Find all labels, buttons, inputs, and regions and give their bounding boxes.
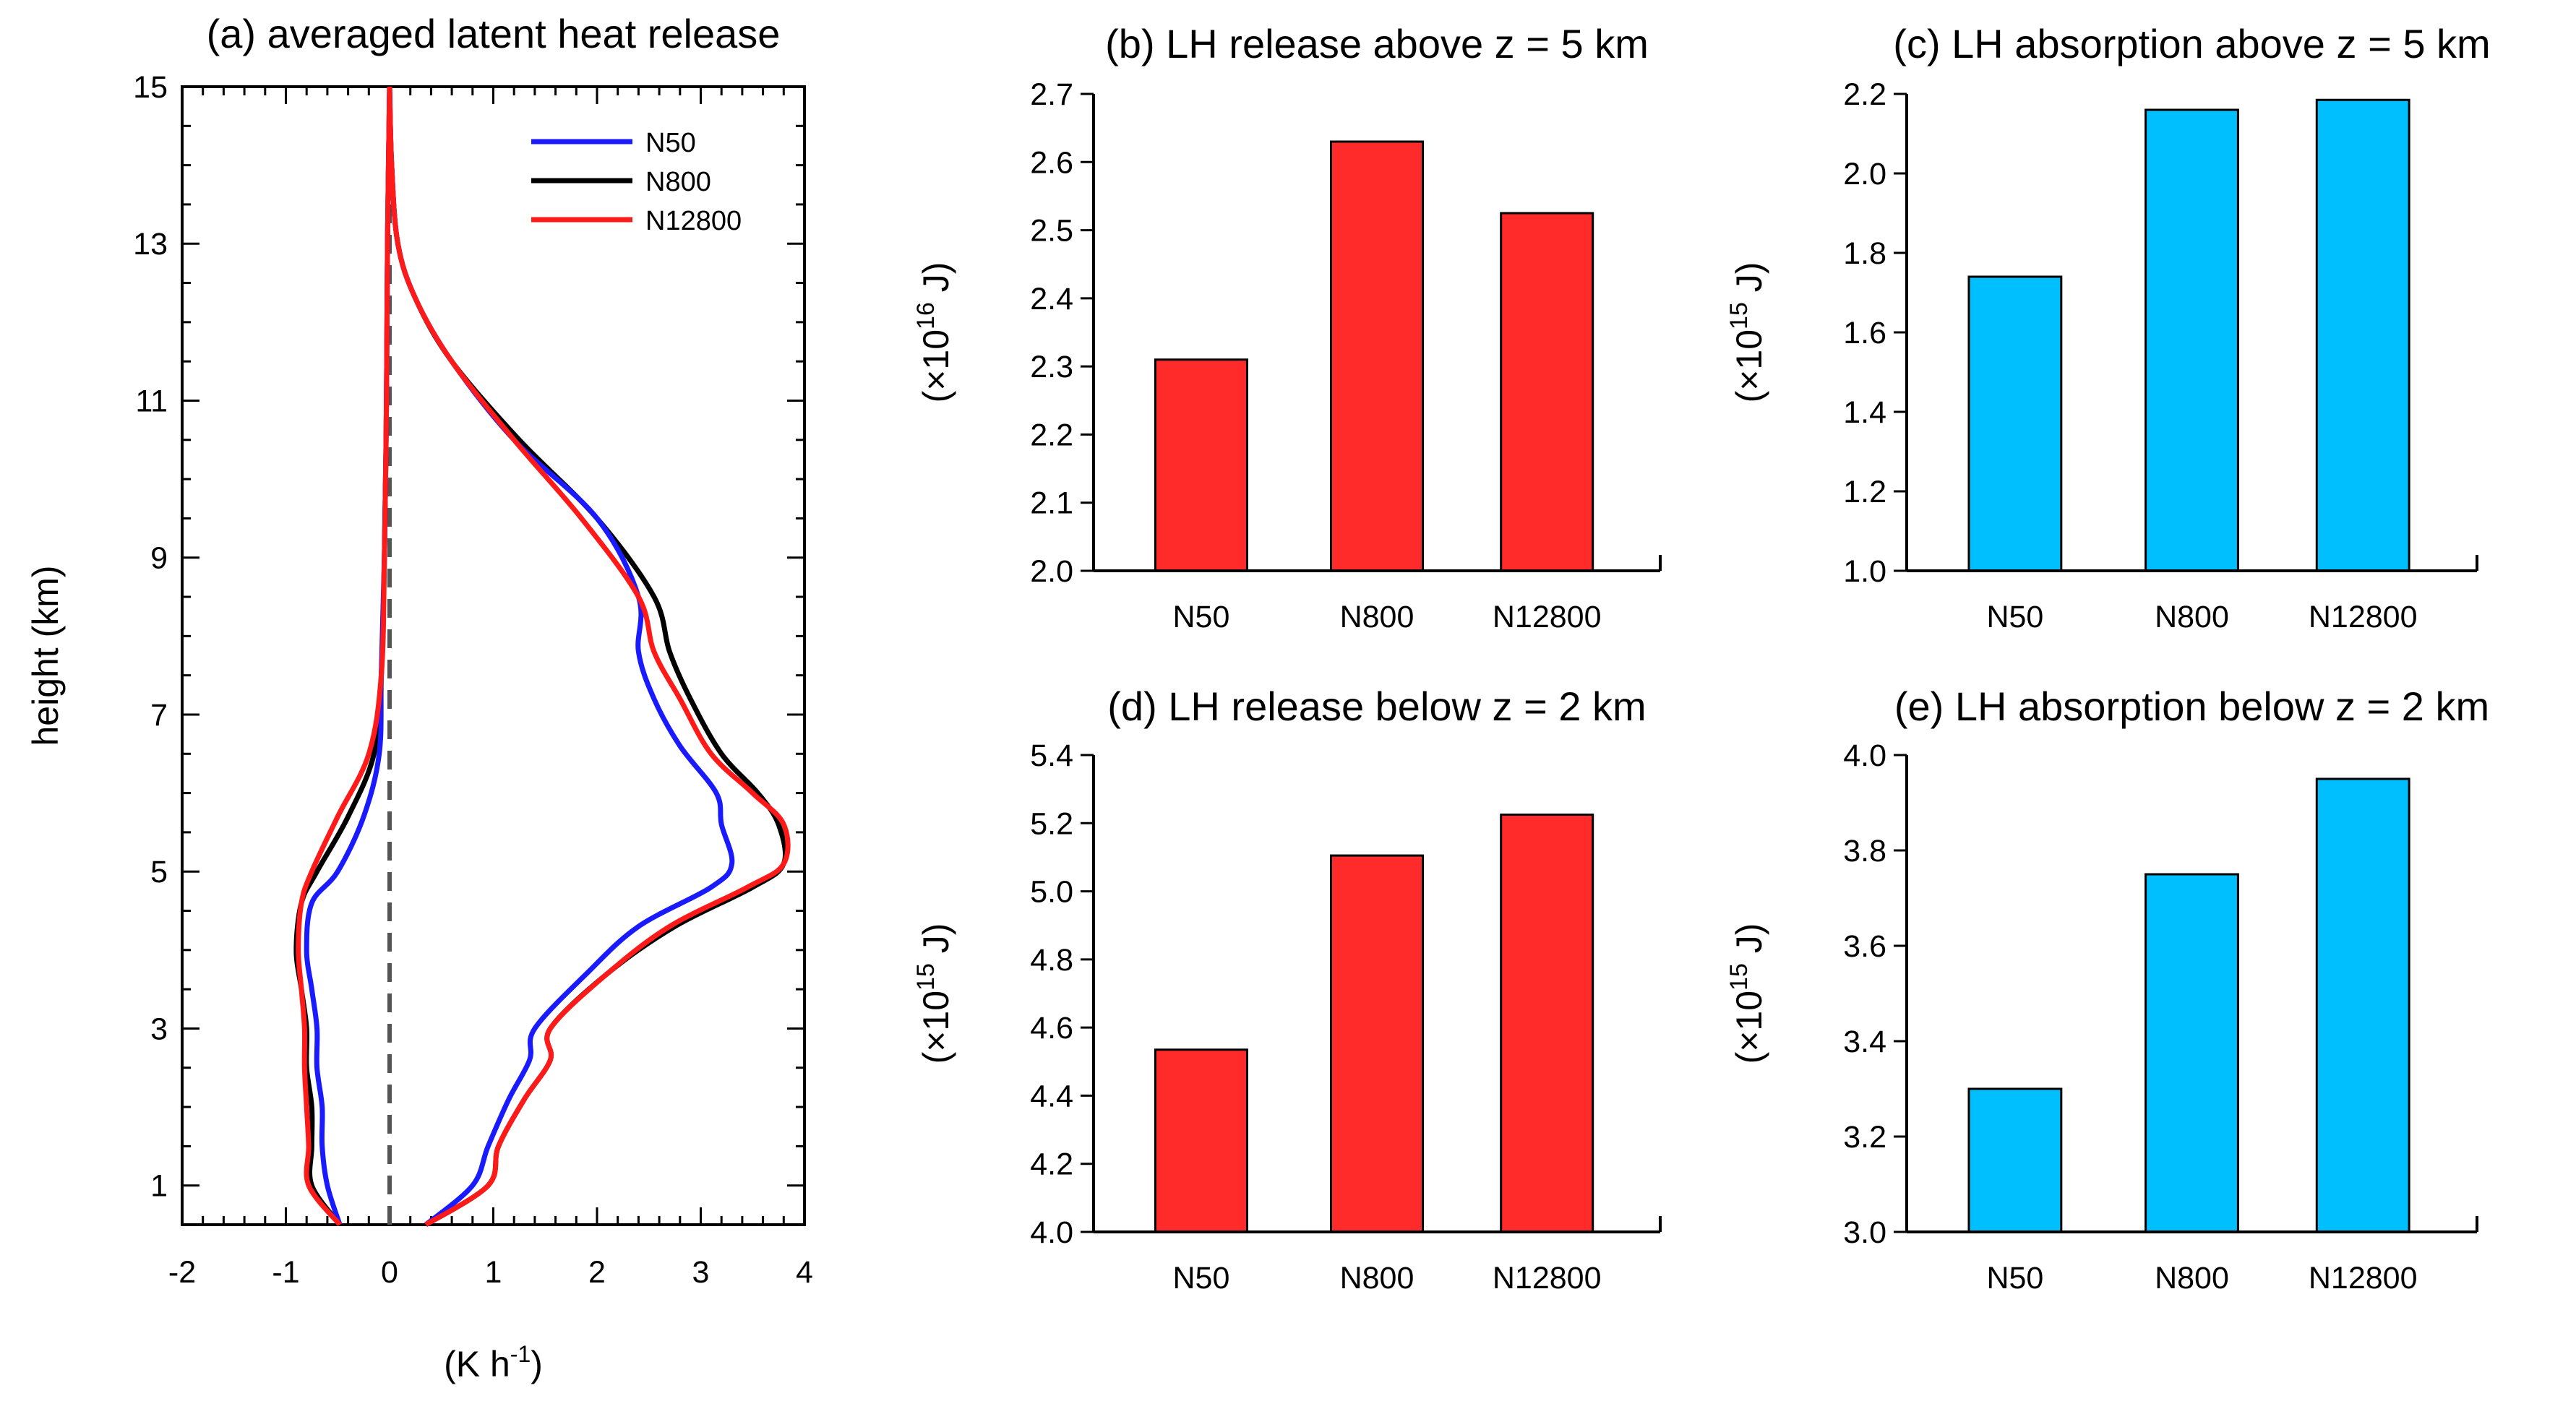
panel-a-xtick-label: 1 [485, 1255, 502, 1290]
panel-a-ytick-label: 13 [133, 227, 168, 262]
panel-e-ytick-label: 3.8 [1843, 834, 1886, 868]
panel-d-title: (d) LH release below z = 2 km [1107, 684, 1646, 729]
panel-c-xtick-label: N800 [2155, 600, 2229, 634]
panel-e-ytick-label: 3.6 [1843, 929, 1886, 964]
panel-e-xtick-label: N800 [2155, 1261, 2229, 1296]
panel-d-ylabel: (×1015 J) [912, 923, 956, 1064]
panel-c-ylabel: (×1015 J) [1725, 262, 1769, 403]
panel-b-ytick-label: 2.3 [1030, 350, 1073, 384]
legend-label-n12800: N12800 [645, 206, 742, 236]
panel-b-ytick-label: 2.1 [1030, 486, 1073, 521]
panel-d-ytick-label: 5.4 [1030, 738, 1073, 773]
panel-b-ytick-label: 2.5 [1030, 214, 1073, 249]
panel-a-title: (a) averaged latent heat release [207, 11, 781, 56]
legend-label-n800: N800 [645, 167, 711, 197]
series-n800-right-branch [387, 86, 789, 1227]
panel-b-ytick-label: 2.2 [1030, 418, 1073, 452]
bar-e-n50 [1967, 1087, 2063, 1233]
bar-b-n12800 [1500, 212, 1594, 572]
panel-e-ylabel: (×1015 J) [1725, 923, 1769, 1064]
panel-a-xtick-label: 4 [796, 1255, 813, 1290]
panel-d-xtick-label: N50 [1173, 1261, 1230, 1296]
panel-d-xtick-label: N800 [1340, 1261, 1414, 1296]
bar-b-n50 [1154, 358, 1248, 572]
bar-e-n12800 [2315, 777, 2410, 1233]
panel-d-ytick-label: 5.2 [1030, 806, 1073, 841]
bar-c-n50 [1967, 275, 2063, 572]
panel-a-ytick-label: 5 [150, 855, 168, 889]
bar-c-n800 [2144, 108, 2239, 572]
panel-b-xtick-label: N12800 [1493, 600, 1602, 634]
panel-c-xtick-label: N50 [1986, 600, 2043, 634]
panel-e-ytick-label: 3.4 [1843, 1025, 1886, 1059]
panel-d: (d) LH release below z = 2 km N50 N800 N128… [912, 684, 1662, 1296]
panel-b-ylabel: (×1016 J) [912, 262, 956, 403]
panel-b-ytick-label: 2.4 [1030, 282, 1073, 316]
legend-label-n50: N50 [645, 128, 696, 158]
panel-e-xtick-label: N12800 [2309, 1261, 2418, 1296]
panel-d-xtick-label: N12800 [1493, 1261, 1602, 1296]
panel-c-ytick-label: 2.0 [1843, 157, 1886, 191]
panel-a-ytick-label: 15 [133, 70, 168, 105]
panel-d-ytick-label: 4.2 [1030, 1147, 1073, 1182]
panel-e-ytick-label: 3.0 [1843, 1215, 1886, 1250]
panel-a-xtick-label: -2 [168, 1255, 196, 1290]
panel-d-ytick-label: 4.4 [1030, 1079, 1073, 1113]
panel-d-ytick-label: 4.8 [1030, 943, 1073, 978]
bar-e-n800 [2144, 873, 2239, 1233]
panel-a-ytick-label: 9 [150, 541, 168, 576]
bar-d-n50 [1154, 1048, 1248, 1233]
panel-a-xtick-label: 3 [692, 1255, 710, 1290]
bar-b-n800 [1329, 140, 1425, 572]
panel-a-frame [181, 85, 806, 1226]
panel-c-ytick-label: 1.2 [1843, 475, 1886, 509]
panel-c-ytick-label: 1.8 [1843, 236, 1886, 271]
panel-c-title: (c) LH absorption above z = 5 km [1893, 21, 2490, 66]
panel-e-title: (e) LH absorption below z = 2 km [1894, 684, 2489, 729]
bar-d-n800 [1329, 854, 1425, 1233]
panel-d-ytick-label: 4.6 [1030, 1011, 1073, 1046]
series-n50-left-branch [304, 86, 392, 1226]
panel-e: (e) LH absorption below z = 2 km N50 N800 N… [1725, 684, 2489, 1296]
panel-c-ytick-label: 1.0 [1843, 554, 1886, 589]
panel-b-ytick-label: 2.0 [1030, 554, 1073, 589]
panel-a-legend: N50 N800 N12800 [531, 128, 742, 236]
series-n12800-left-branch [296, 86, 392, 1227]
panel-b-ytick-label: 2.7 [1030, 77, 1073, 112]
panel-a-xtick-label: 0 [381, 1255, 398, 1290]
panel-c-ytick-label: 2.2 [1843, 77, 1886, 112]
panel-a-xlabel: (K h-1) [444, 1341, 543, 1384]
panel-c-ytick-label: 1.4 [1843, 395, 1886, 430]
panel-a-xtick-label: -1 [272, 1255, 299, 1290]
panel-a: (a) averaged latent heat release -2 -1 0 1 2 3… [25, 11, 813, 1384]
panel-e-ytick-label: 3.2 [1843, 1120, 1886, 1155]
panel-d-ytick-label: 5.0 [1030, 875, 1073, 910]
panel-c: (c) LH absorption above z = 5 km N50 N800 N… [1725, 21, 2491, 634]
panel-a-ytick-label: 3 [150, 1012, 168, 1046]
series-n12800-right-branch [387, 86, 791, 1227]
bar-c-n12800 [2315, 98, 2410, 572]
panel-a-ytick-label: 1 [150, 1169, 168, 1204]
panel-e-xtick-label: N50 [1986, 1261, 2043, 1296]
panel-a-ytick-label: 11 [135, 384, 168, 418]
panel-b-ytick-label: 2.6 [1030, 145, 1073, 180]
panel-b: (b) LH release above z = 5 km N50 N800 N128… [912, 21, 1662, 634]
series-n800-left-branch [293, 86, 392, 1227]
panel-b-title: (b) LH release above z = 5 km [1105, 21, 1649, 66]
panel-d-ytick-label: 4.0 [1030, 1215, 1073, 1250]
panel-a-ytick-label: 7 [150, 698, 168, 733]
panel-e-ytick-label: 4.0 [1843, 738, 1886, 773]
panel-b-xtick-label: N800 [1340, 600, 1414, 634]
panel-b-xtick-label: N50 [1173, 600, 1230, 634]
panel-c-xtick-label: N12800 [2309, 600, 2418, 634]
series-n50-right-branch [387, 86, 735, 1227]
panel-c-ytick-label: 1.6 [1843, 316, 1886, 350]
panel-a-xtick-label: 2 [588, 1255, 606, 1290]
panel-a-ylabel: height (km) [25, 565, 66, 746]
bar-d-n12800 [1500, 814, 1594, 1233]
